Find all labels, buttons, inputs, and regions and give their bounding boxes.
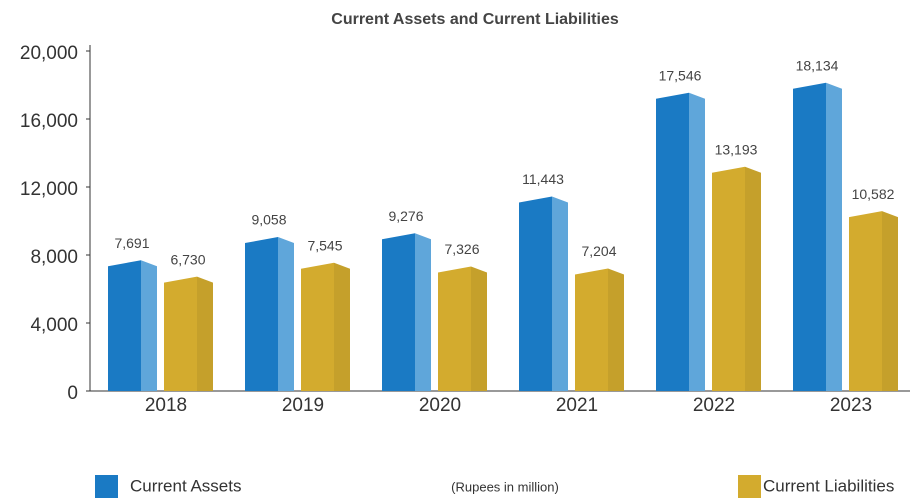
bar	[245, 237, 294, 391]
unit-note: (Rupees in million)	[451, 479, 559, 494]
x-tick-label: 2020	[419, 395, 461, 416]
y-tick-label: 20,000	[20, 43, 78, 64]
bar-side	[608, 268, 624, 391]
x-tick-label: 2021	[556, 395, 598, 416]
bar-side	[197, 276, 213, 391]
value-label: 17,546	[659, 67, 702, 83]
bar	[519, 196, 568, 391]
y-tick-label: 8,000	[30, 247, 78, 268]
bar-side	[826, 82, 842, 392]
bar-side	[278, 237, 294, 391]
value-label: 9,276	[388, 208, 423, 224]
bar-front	[849, 211, 882, 391]
x-tick-label: 2019	[282, 395, 324, 416]
bar	[793, 82, 842, 392]
bar	[382, 233, 431, 391]
bar-front	[656, 92, 689, 391]
bar	[849, 211, 898, 391]
bar-side	[552, 196, 568, 391]
bar-side	[689, 92, 705, 391]
bar-front	[382, 233, 415, 391]
value-label: 10,582	[852, 186, 895, 202]
value-label: 7,204	[581, 243, 616, 259]
value-label: 18,134	[796, 57, 839, 73]
bar-front	[519, 196, 552, 391]
y-tick-label: 16,000	[20, 111, 78, 132]
legend-label: Current Liabilities	[763, 476, 894, 495]
value-label: 13,193	[715, 141, 758, 157]
legend-swatch	[738, 475, 761, 498]
bar-side	[141, 260, 157, 391]
bar	[575, 268, 624, 391]
y-tick-label: 0	[67, 383, 78, 404]
bar	[656, 92, 705, 391]
bar-side	[745, 166, 761, 391]
bar-front	[712, 166, 745, 391]
bar-side	[415, 233, 431, 391]
bar-front	[793, 82, 826, 392]
bar-front	[108, 260, 141, 391]
bar-front	[245, 237, 278, 391]
bar-front	[164, 276, 197, 391]
bar-front	[301, 262, 334, 391]
value-label: 7,326	[444, 241, 479, 257]
legend-swatch	[95, 475, 118, 498]
bar	[164, 276, 213, 391]
bar-front	[438, 266, 471, 391]
value-label: 11,443	[522, 171, 564, 187]
x-tick-label: 2022	[693, 395, 735, 416]
bar	[108, 260, 157, 391]
bar-side	[471, 266, 487, 391]
value-label: 9,058	[251, 212, 286, 228]
legend-label: Current Assets	[130, 476, 242, 495]
y-tick-label: 12,000	[20, 179, 78, 200]
x-tick-label: 2023	[830, 395, 872, 416]
bar	[438, 266, 487, 391]
value-label: 7,545	[307, 237, 342, 253]
chart-title: Current Assets and Current Liabilities	[331, 11, 619, 28]
bar-front	[575, 268, 608, 391]
x-tick-label: 2018	[145, 395, 187, 416]
bar	[301, 262, 350, 391]
bar-side	[882, 211, 898, 391]
value-label: 6,730	[170, 251, 205, 267]
y-tick-label: 4,000	[30, 315, 78, 336]
bar-side	[334, 262, 350, 391]
bar	[712, 166, 761, 391]
value-label: 7,691	[114, 235, 149, 251]
